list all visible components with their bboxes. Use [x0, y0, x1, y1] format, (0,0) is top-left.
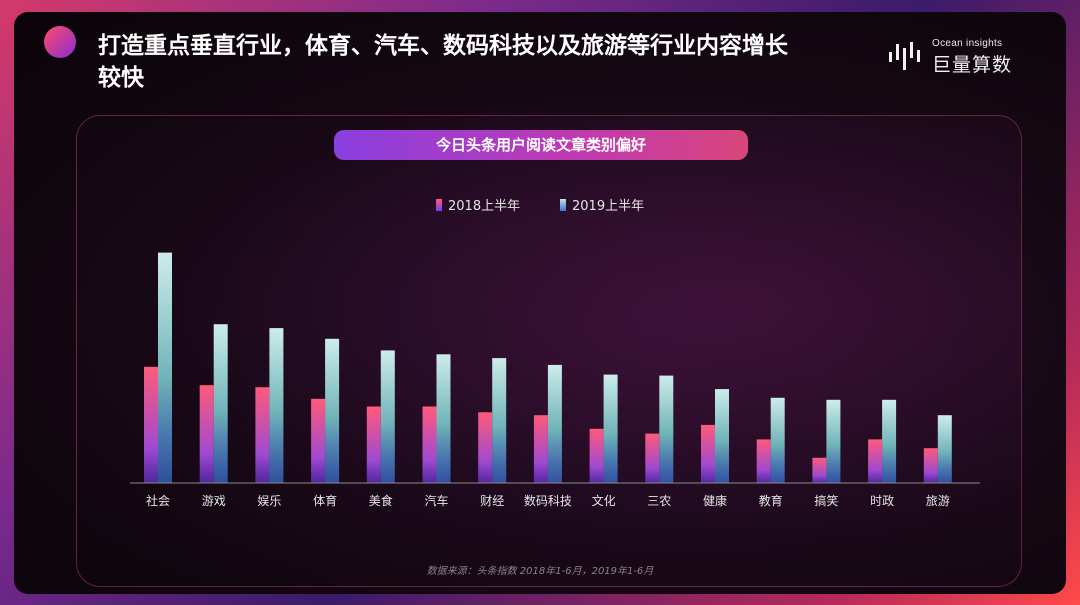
legend-swatch-2018: [436, 198, 442, 211]
x-tick-label: 美食: [369, 493, 393, 508]
chart-title: 今日头条用户阅读文章类别偏好: [334, 130, 748, 160]
bar-2018-14: [923, 448, 938, 483]
legend-swatch-2019: [560, 198, 566, 211]
logo-name: 巨量算数: [932, 54, 1013, 76]
bar-2019-3: [325, 338, 340, 483]
x-tick-label: 体育: [313, 493, 337, 508]
bar-2018-10: [701, 424, 715, 483]
x-tick-label: 游戏: [202, 494, 226, 508]
bar-2018-1: [199, 385, 214, 483]
x-tick-label: 财经: [480, 494, 504, 508]
bar-2019-14: [937, 415, 952, 483]
x-tick-label: 时政: [870, 494, 894, 508]
logo-tagline: Ocean insights: [932, 38, 1003, 49]
bar-2019-13: [882, 399, 897, 483]
slide-title: 打造重点垂直行业，体育、汽车、数码科技以及旅游等行业内容增长较快: [98, 33, 788, 91]
bar-2018-4: [366, 406, 381, 483]
data-source-note: 数据来源：头条指数 2018年1-6月，2019年1-6月: [426, 566, 654, 577]
bar-2019-7: [547, 364, 562, 483]
x-tick-label: 文化: [592, 493, 616, 508]
title-bullet-dot: [44, 26, 76, 58]
bar-2019-9: [659, 375, 674, 483]
x-tick-label: 三农: [647, 494, 671, 508]
bar-2018-6: [478, 412, 493, 483]
bar-2019-10: [715, 389, 729, 483]
x-tick-label: 社会: [146, 493, 170, 508]
bar-2019-4: [380, 350, 395, 483]
x-tick-label: 旅游: [926, 494, 950, 508]
x-tick-label: 搞笑: [814, 493, 838, 508]
bar-2019-6: [492, 358, 507, 483]
x-tick-label: 教育: [759, 493, 783, 508]
x-tick-label: 汽车: [424, 493, 448, 508]
bar-2019-11: [770, 397, 785, 483]
bar-2018-8: [589, 428, 604, 483]
x-tick-label: 健康: [703, 493, 727, 508]
bar-2018-0: [144, 366, 158, 483]
bar-2019-2: [269, 328, 284, 483]
legend-2018: 2018上半年: [436, 195, 520, 214]
legend-label-2018: 2018上半年: [448, 199, 521, 214]
bar-2019-1: [213, 324, 228, 483]
bar-2019-8: [603, 374, 618, 483]
chart-panel: [76, 115, 1022, 587]
bar-2018-5: [422, 406, 437, 483]
bar-2018-12: [812, 457, 827, 483]
bar-2018-9: [645, 433, 660, 483]
bar-2019-5: [436, 354, 451, 483]
ocean-insights-icon: [889, 42, 920, 70]
bar-2018-13: [868, 439, 883, 483]
legend-label-2019: 2019上半年: [572, 199, 645, 214]
legend-2019: 2019上半年: [560, 195, 644, 214]
x-tick-label: 娱乐: [257, 494, 281, 508]
bar-2018-2: [255, 387, 270, 483]
bar-2018-11: [756, 439, 771, 483]
x-tick-label: 数码科技: [524, 493, 572, 508]
bar-2018-7: [533, 415, 548, 483]
brand-logo: Ocean insights 巨量算数: [888, 34, 1038, 78]
bar-2019-0: [158, 252, 172, 483]
bar-2018-3: [311, 398, 326, 483]
bar-chart: 社会 游戏 娱乐 体育 美食 汽车 财经 数码科技 文化 三农 健康 教育 搞笑 时政 旅游: [130, 252, 980, 508]
slide: 打造重点垂直行业，体育、汽车、数码科技以及旅游等行业内容增长较快 Ocean i…: [14, 12, 1066, 594]
bar-2019-12: [826, 399, 841, 483]
